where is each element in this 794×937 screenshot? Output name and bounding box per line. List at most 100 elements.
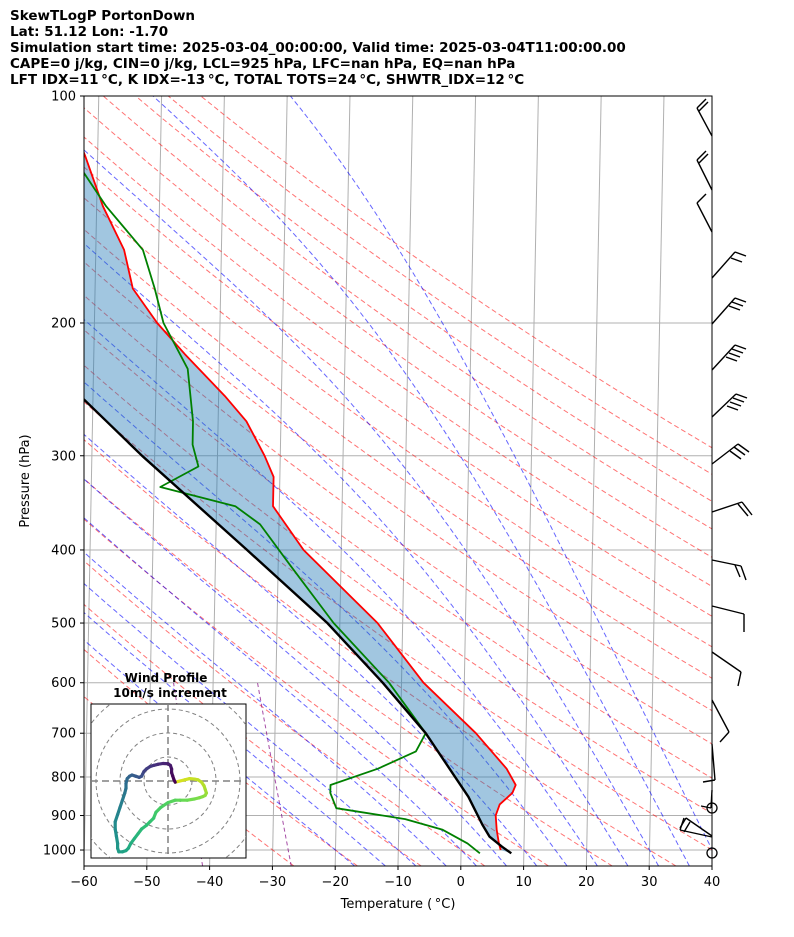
- wind-barb: [711, 699, 730, 733]
- x-tick-label: 20: [578, 875, 595, 890]
- chart-title: SkewTLogP PortonDown: [10, 8, 196, 24]
- wind-barb: [730, 257, 743, 263]
- x-tick-label: −30: [259, 875, 286, 890]
- moist-adiabat: [152, 96, 690, 866]
- temperature-profile: [84, 150, 517, 851]
- moist-adiabat: [84, 582, 417, 866]
- dry-adiabat: [200, 96, 712, 449]
- wind-barb: [679, 817, 685, 831]
- wind-barb: [696, 107, 713, 137]
- wind-barb: [734, 564, 741, 578]
- stability-indices-line: LFT IDX=11 °C, K IDX=-13 °C, TOTAL TOTS=…: [10, 72, 525, 88]
- wind-barb: [735, 393, 748, 399]
- parcel-path: [84, 397, 512, 855]
- isotherm-line: [460, 96, 477, 866]
- location-line: Lat: 51.12 Lon: -1.70: [10, 24, 169, 40]
- wind-barb: [711, 443, 739, 465]
- wind-barb: [737, 443, 750, 453]
- y-axis-title: Pressure (hPa): [18, 434, 33, 527]
- x-tick-label: 30: [641, 875, 658, 890]
- wind-barb: [679, 829, 713, 838]
- cape-cin-region: [84, 152, 516, 854]
- wind-barb: [696, 98, 707, 109]
- wind-barb: [731, 348, 744, 354]
- y-tick-label: 700: [51, 727, 76, 742]
- wind-barb: [728, 352, 741, 358]
- y-tick-label: 600: [51, 676, 76, 691]
- x-tick-label: −40: [196, 875, 223, 890]
- wind-barb: [700, 805, 712, 809]
- wind-barb: [711, 559, 742, 567]
- moist-adiabat: [84, 611, 386, 866]
- wind-barb: [734, 251, 747, 257]
- moist-adiabat: [84, 242, 629, 866]
- wind-barb: [725, 356, 738, 362]
- isotherm-line: [84, 96, 100, 866]
- wind-barb: [702, 779, 716, 783]
- dry-adiabat: [84, 364, 712, 815]
- wind-barb: [698, 153, 709, 164]
- y-tick-label: 500: [51, 617, 76, 632]
- y-tick-label: 300: [51, 449, 76, 464]
- isotherm-line: [397, 96, 414, 866]
- wind-barb: [729, 401, 742, 407]
- moist-adiabat: [84, 517, 477, 866]
- moist-adiabat: [84, 478, 507, 866]
- y-tick-label: 1000: [43, 844, 76, 859]
- dry-adiabat: [84, 166, 712, 617]
- x-tick-label: −10: [384, 875, 411, 890]
- dry-adiabat: [84, 518, 549, 866]
- wind-barb: [711, 251, 736, 279]
- reference-lines: [84, 96, 712, 866]
- y-tick-label: 900: [51, 809, 76, 824]
- x-tick-label: −60: [70, 875, 97, 890]
- y-tick-label: 400: [51, 543, 76, 558]
- wind-barb: [733, 446, 746, 456]
- wind-barb: [696, 202, 713, 233]
- x-tick-label: −50: [133, 875, 160, 890]
- wind-barb: [696, 150, 707, 161]
- wind-barb: [711, 393, 737, 418]
- y-tick-label: 100: [51, 90, 76, 105]
- hodograph-subtitle: 10m/s increment: [113, 686, 227, 700]
- isotherm-line: [711, 839, 712, 866]
- y-tick-label: 800: [51, 770, 76, 785]
- wind-barb: [737, 503, 749, 517]
- dry-adiabat: [84, 136, 712, 588]
- wind-barb: [726, 405, 739, 411]
- wind-barb: [731, 301, 744, 307]
- wind-barb: [685, 817, 713, 837]
- x-tick-label: 10: [515, 875, 532, 890]
- isotherm-line: [585, 96, 602, 866]
- dry-adiabat: [102, 96, 712, 530]
- dry-adiabat: [84, 107, 712, 558]
- x-tick-label: 40: [704, 875, 721, 890]
- profile-lines: [84, 150, 517, 855]
- wind-barb: [737, 671, 742, 687]
- wind-barb: [711, 297, 736, 325]
- mixing-ratio-line: [257, 682, 292, 866]
- isotherm-line: [271, 96, 288, 866]
- isotherm-line: [648, 96, 665, 866]
- isotherm-line: [334, 96, 351, 866]
- wind-barb: [696, 159, 713, 191]
- wind-barb: [741, 501, 753, 516]
- hodograph-trace-segment: [172, 778, 177, 784]
- moist-adiabat: [290, 96, 712, 851]
- wind-barb: [683, 821, 691, 833]
- moist-adiabat: [84, 381, 568, 866]
- cin-shaded-area: [84, 152, 516, 854]
- wind-barb: [698, 101, 709, 112]
- wind-barb: [711, 605, 745, 615]
- dry-adiabat: [84, 401, 712, 851]
- moist-adiabat: [84, 551, 447, 866]
- wind-barb: [732, 397, 745, 403]
- isotherm-line: [523, 96, 539, 866]
- wind-barb: [740, 565, 747, 581]
- wind-barb: [711, 501, 743, 513]
- parcel-indices-line: CAPE=0 j/kg, CIN=0 j/kg, LCL=925 hPa, LF…: [10, 56, 516, 72]
- x-tick-label: 0: [457, 875, 465, 890]
- wind-barb: [696, 193, 707, 204]
